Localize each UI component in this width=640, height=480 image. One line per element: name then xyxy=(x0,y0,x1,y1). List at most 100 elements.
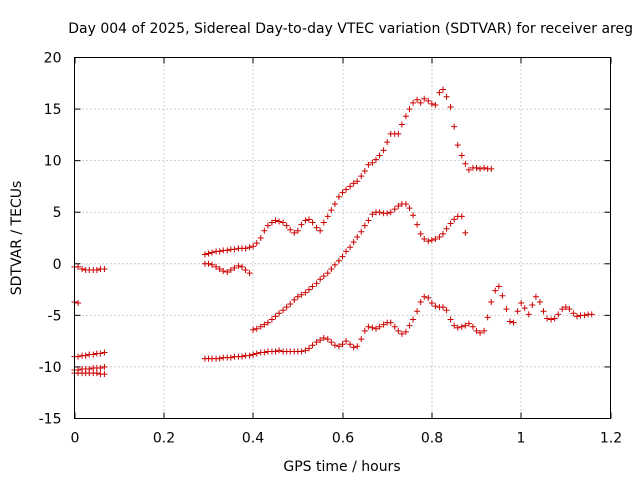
data-point xyxy=(395,130,402,137)
data-point xyxy=(432,303,439,310)
data-point xyxy=(447,220,454,227)
data-point xyxy=(209,261,216,268)
data-point xyxy=(477,165,484,172)
data-point xyxy=(294,227,301,234)
data-point xyxy=(387,209,394,216)
data-point xyxy=(97,364,104,371)
data-point xyxy=(216,248,223,255)
data-point xyxy=(201,251,208,258)
data-point xyxy=(481,164,488,171)
data-point xyxy=(548,316,555,323)
data-point xyxy=(440,230,446,237)
data-point xyxy=(250,326,257,333)
data-point xyxy=(559,306,566,313)
data-point xyxy=(488,165,495,172)
data-point xyxy=(272,217,279,224)
data-point xyxy=(75,353,82,360)
data-point xyxy=(283,304,290,311)
data-point xyxy=(354,343,361,350)
data-point xyxy=(309,219,316,226)
data-point xyxy=(339,341,346,348)
data-point xyxy=(354,178,361,185)
data-point xyxy=(566,306,573,313)
data-point xyxy=(398,121,405,128)
data-point xyxy=(417,99,424,106)
data-point xyxy=(454,324,461,331)
data-point xyxy=(302,289,309,296)
data-point xyxy=(358,173,365,180)
data-point xyxy=(402,328,409,335)
data-point xyxy=(294,293,301,300)
data-point xyxy=(75,263,82,270)
data-point xyxy=(458,323,465,330)
y-tick-label: 5 xyxy=(53,205,62,221)
data-point xyxy=(101,349,108,356)
data-point xyxy=(443,307,450,314)
x-tick-label: 0.4 xyxy=(242,431,264,447)
series-satellite-C xyxy=(71,283,595,362)
data-point xyxy=(361,327,368,334)
data-point xyxy=(428,237,435,244)
data-point xyxy=(350,344,357,351)
data-point xyxy=(414,221,421,228)
data-point xyxy=(268,219,275,226)
data-point xyxy=(365,217,372,224)
chart-title: Day 004 of 2025, Sidereal Day-to-day VTE… xyxy=(68,21,633,37)
data-point xyxy=(410,212,417,219)
data-point xyxy=(328,339,335,346)
data-point xyxy=(280,307,287,314)
y-axis-ticks: -15 -10 -5 0 5 10 15 20 xyxy=(39,51,611,428)
data-point xyxy=(458,152,465,159)
data-point xyxy=(588,311,595,318)
data-point xyxy=(272,348,279,355)
data-point xyxy=(324,270,331,277)
data-point xyxy=(205,260,212,267)
data-point xyxy=(235,262,242,269)
data-point xyxy=(283,222,290,229)
data-point xyxy=(317,337,324,344)
data-point xyxy=(361,167,368,174)
data-point xyxy=(395,327,402,334)
data-point xyxy=(436,89,443,96)
data-point xyxy=(425,238,432,245)
data-point xyxy=(391,206,398,213)
data-point xyxy=(324,213,331,220)
y-tick-label: 10 xyxy=(44,154,62,170)
data-point xyxy=(570,310,577,317)
data-point xyxy=(335,257,342,264)
data-point xyxy=(462,229,469,236)
data-point xyxy=(101,371,108,378)
data-point xyxy=(503,306,510,313)
grid xyxy=(74,57,611,419)
data-point xyxy=(536,298,543,305)
data-point xyxy=(436,233,443,240)
data-point xyxy=(343,186,350,193)
data-point xyxy=(447,104,454,111)
y-axis-label: SDTVAR / TECUs xyxy=(9,181,25,296)
data-point xyxy=(484,314,491,321)
x-tick-label: 1.2 xyxy=(600,431,622,447)
data-point xyxy=(402,113,409,120)
data-point xyxy=(525,311,532,318)
data-point xyxy=(261,321,268,328)
data-point xyxy=(417,298,424,305)
series-satellite-E xyxy=(71,370,108,378)
series-satellite-A xyxy=(71,86,495,273)
data-point xyxy=(231,264,238,271)
data-point xyxy=(451,123,458,130)
data-point xyxy=(443,225,450,232)
data-point xyxy=(402,200,409,207)
data-point xyxy=(306,286,312,293)
data-point xyxy=(331,261,338,268)
data-point xyxy=(213,263,220,270)
data-point xyxy=(320,335,327,342)
data-point xyxy=(246,270,253,277)
data-point xyxy=(495,283,502,290)
data-point xyxy=(246,352,253,359)
data-point xyxy=(335,193,342,200)
data-point xyxy=(432,236,439,243)
y-tick-label: -10 xyxy=(39,360,62,376)
data-point xyxy=(350,180,357,187)
data-point xyxy=(492,287,499,294)
